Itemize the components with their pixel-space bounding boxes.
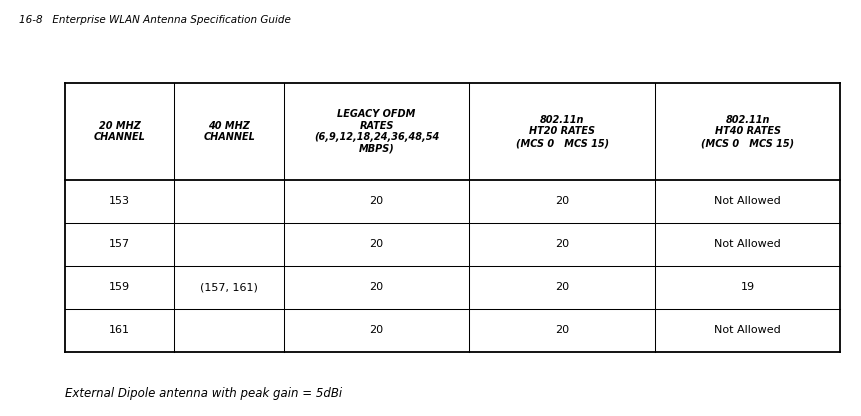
Text: 20 MHZ
CHANNEL: 20 MHZ CHANNEL [93, 121, 146, 142]
Text: (157, 161): (157, 161) [200, 282, 257, 292]
Text: 20: 20 [554, 282, 568, 292]
Text: 802.11n
HT20 RATES
(MCS 0   MCS 15): 802.11n HT20 RATES (MCS 0 MCS 15) [515, 115, 608, 148]
Text: 802.11n
HT40 RATES
(MCS 0   MCS 15): 802.11n HT40 RATES (MCS 0 MCS 15) [700, 115, 793, 148]
Text: 20: 20 [554, 325, 568, 335]
Text: 20: 20 [369, 325, 383, 335]
Text: 159: 159 [108, 282, 130, 292]
Text: External Dipole antenna with peak gain = 5dBi: External Dipole antenna with peak gain =… [65, 387, 341, 400]
Text: Not Allowed: Not Allowed [714, 325, 780, 335]
Text: 153: 153 [108, 196, 130, 206]
Text: 20: 20 [554, 196, 568, 206]
Text: 161: 161 [108, 325, 130, 335]
Text: 20: 20 [369, 196, 383, 206]
Text: 16-8   Enterprise WLAN Antenna Specification Guide: 16-8 Enterprise WLAN Antenna Specificati… [19, 15, 290, 25]
Text: 20: 20 [369, 239, 383, 249]
Text: 157: 157 [108, 239, 130, 249]
Text: 20: 20 [554, 239, 568, 249]
Text: Not Allowed: Not Allowed [714, 196, 780, 206]
Text: 20: 20 [369, 282, 383, 292]
Text: Not Allowed: Not Allowed [714, 239, 780, 249]
Text: 40 MHZ
CHANNEL: 40 MHZ CHANNEL [203, 121, 255, 142]
Text: 19: 19 [740, 282, 754, 292]
Text: LEGACY OFDM
RATES
(6,9,12,18,24,36,48,54
MBPS): LEGACY OFDM RATES (6,9,12,18,24,36,48,54… [313, 109, 439, 154]
